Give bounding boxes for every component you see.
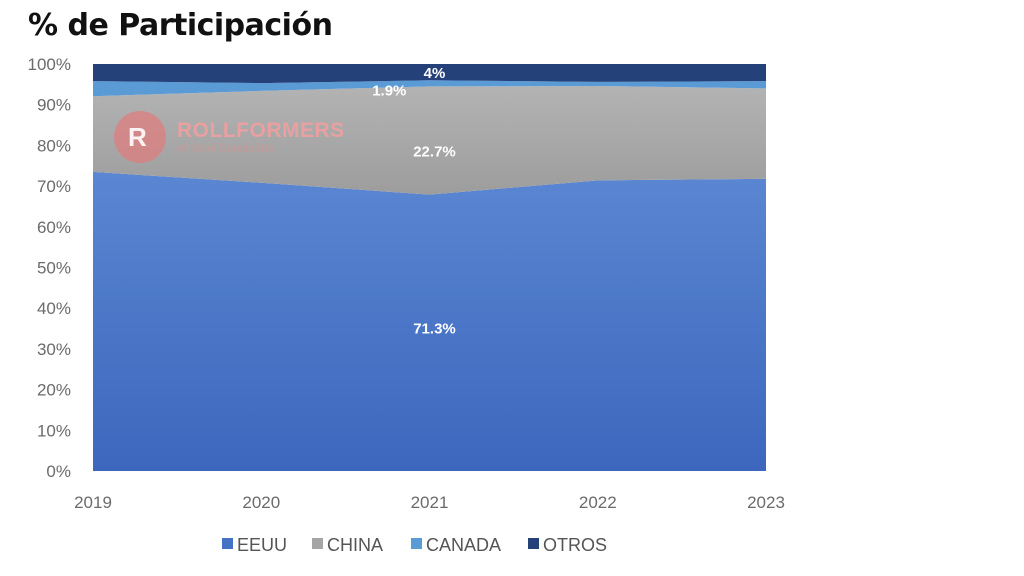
legend-item-eeuu: EEUU	[222, 535, 287, 555]
legend-swatch	[222, 538, 233, 549]
x-axis: 2019 2020 2021 2022 2023	[74, 493, 785, 512]
y-tick-label: 90%	[37, 96, 71, 115]
watermark-brand: ROLLFORMERS	[177, 119, 345, 142]
area-china	[93, 86, 766, 195]
data-label-eeuu: 71.3%	[413, 321, 456, 338]
area-canada	[93, 80, 766, 97]
legend-swatch	[411, 538, 422, 549]
legend-label: CANADA	[426, 535, 501, 555]
legend-swatch	[528, 538, 539, 549]
data-labels: 71.3% 22.7% 1.9% 4%	[372, 65, 456, 338]
page-title: % de Participación	[28, 8, 333, 43]
y-tick-label: 40%	[37, 299, 71, 318]
legend-label: EEUU	[237, 535, 287, 555]
area-otros	[93, 64, 766, 84]
rollformers-watermark: R ROLLFORMERS of Steel Specialists	[114, 111, 345, 163]
x-tick-label: 2019	[74, 493, 112, 512]
y-tick-label: 80%	[37, 136, 71, 155]
watermark-tagline: of Steel Specialists	[177, 143, 274, 155]
rollformers-logo-icon	[114, 111, 166, 163]
y-tick-label: 0%	[46, 462, 71, 481]
area-series-group	[93, 64, 766, 471]
y-tick-label: 60%	[37, 218, 71, 237]
y-tick-label: 10%	[37, 421, 71, 440]
x-tick-label: 2022	[579, 493, 617, 512]
legend-item-china: CHINA	[312, 535, 383, 555]
x-tick-label: 2020	[242, 493, 280, 512]
x-tick-label: 2021	[411, 493, 449, 512]
legend-label: OTROS	[543, 535, 607, 555]
rollformers-logo-glyph: R	[128, 122, 147, 152]
data-label-canada: 1.9%	[372, 83, 406, 100]
data-label-china: 22.7%	[413, 144, 456, 161]
y-tick-label: 100%	[28, 55, 71, 74]
y-tick-label: 70%	[37, 177, 71, 196]
y-tick-label: 20%	[37, 381, 71, 400]
data-label-otros: 4%	[424, 65, 446, 82]
y-tick-label: 50%	[37, 259, 71, 278]
legend-item-canada: CANADA	[411, 535, 501, 555]
y-tick-label: 30%	[37, 340, 71, 359]
y-axis: 0% 10% 20% 30% 40% 50% 60% 70% 80% 90% 100%	[28, 55, 71, 481]
area-eeuu	[93, 171, 766, 471]
legend-swatch	[312, 538, 323, 549]
legend-item-otros: OTROS	[528, 535, 607, 555]
legend: EEUU CHINA CANADA OTROS	[222, 535, 607, 555]
legend-label: CHINA	[327, 535, 383, 555]
x-tick-label: 2023	[747, 493, 785, 512]
